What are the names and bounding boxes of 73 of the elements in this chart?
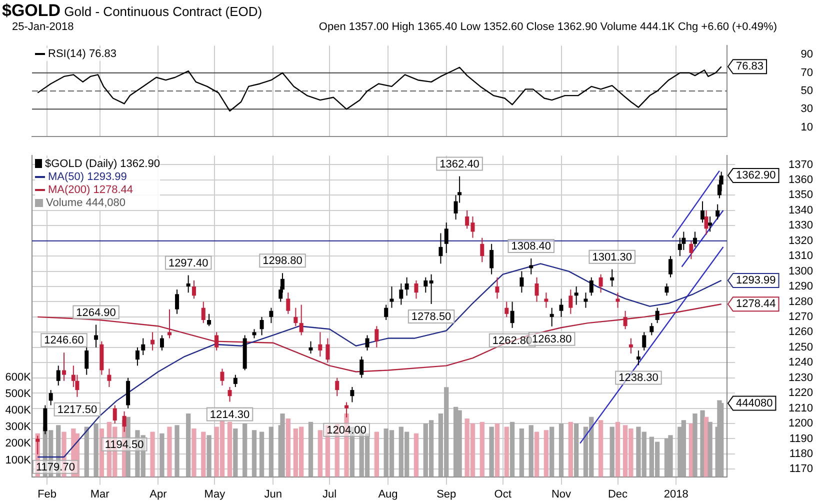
y-tick-label: 1230 xyxy=(788,372,813,384)
x-tick-label: May xyxy=(204,488,226,500)
x-tick-label: Sep xyxy=(436,488,456,500)
y-tick-label: 1320 xyxy=(788,234,813,247)
text: 1263.80 xyxy=(532,333,572,346)
y2-tick-label: 500K xyxy=(5,388,32,400)
legend-label: MA(200) 1278.44 xyxy=(48,184,133,196)
y2-tick-label: 600K xyxy=(5,371,32,384)
legend-label: MA(50) 1293.99 xyxy=(48,170,127,183)
text: 1204.00 xyxy=(326,424,366,436)
text: 1214.30 xyxy=(210,408,250,421)
y-tick-label: 1330 xyxy=(788,220,813,232)
x-tick-label: Dec xyxy=(608,488,628,500)
text: 1179.70 xyxy=(36,461,75,474)
legend-label: Volume 444,080 xyxy=(46,196,126,209)
y-tick-label: 1250 xyxy=(788,341,813,354)
y2-tick-label: 100K xyxy=(5,454,32,466)
legend-label: RSI(14) 76.83 xyxy=(48,48,116,60)
text: 1238.30 xyxy=(618,372,658,384)
text: 1246.60 xyxy=(44,334,84,347)
y-tick-label: 1370 xyxy=(788,158,813,171)
x-tick-label: Jun xyxy=(264,488,282,500)
y-tick-label: 1260 xyxy=(788,326,813,338)
y-tick-label: 1170 xyxy=(789,463,813,476)
text: 1297.40 xyxy=(168,257,208,270)
text: 1362.40 xyxy=(440,158,480,170)
x-tick-label: Mar xyxy=(90,488,110,500)
x-tick-label: 2018 xyxy=(664,488,688,500)
text: 1362.90 xyxy=(736,170,776,182)
y-tick-label: 1340 xyxy=(788,204,813,216)
text: 1278.50 xyxy=(411,311,452,324)
text: 1217.50 xyxy=(57,404,98,416)
y-tick-label: 30 xyxy=(800,103,813,116)
x-tick-label: Feb xyxy=(38,488,57,500)
x-tick-label: Jul xyxy=(322,488,337,500)
data-label: 444080 xyxy=(736,397,773,410)
y-tick-label: 70 xyxy=(800,66,813,79)
data-label: 76.83 xyxy=(736,60,764,73)
y2-tick-label: 200K xyxy=(5,438,32,450)
y-tick-label: 10 xyxy=(800,121,813,134)
y-tick-label: 1190 xyxy=(789,432,813,445)
chart-title: $GOLD Gold - Continuous Contract (EOD) xyxy=(2,1,262,21)
y-tick-label: 1200 xyxy=(788,418,813,430)
y-tick-label: 1220 xyxy=(788,387,813,400)
y-tick-label: 1360 xyxy=(788,174,813,186)
y-tick-label: 1240 xyxy=(788,356,813,369)
y-tick-label: 1210 xyxy=(788,402,813,414)
data-label: 1278.44 xyxy=(736,298,776,310)
x-tick-label: Nov xyxy=(551,488,572,500)
text: 1264.90 xyxy=(76,306,116,319)
y-tick-label: 50 xyxy=(800,85,813,98)
text: 1262.80 xyxy=(492,334,532,347)
text: 1194.50 xyxy=(104,438,144,451)
y2-tick-label: 300K xyxy=(5,421,32,434)
y-tick-label: 1290 xyxy=(788,280,813,293)
text: 1301.30 xyxy=(592,251,632,264)
y-tick-label: 1350 xyxy=(788,189,813,202)
data-label: 1293.99 xyxy=(736,274,776,286)
chart-subtitle: 25-Jan-2018 xyxy=(12,21,74,33)
text: 1298.80 xyxy=(262,255,302,268)
y-tick-label: 1270 xyxy=(788,310,813,323)
y-tick-label: 1180 xyxy=(789,448,813,460)
x-tick-label: Aug xyxy=(378,488,398,500)
text: 1308.40 xyxy=(511,240,552,253)
x-tick-label: Apr xyxy=(150,488,168,500)
legend-label: $GOLD (Daily) 1362.90 xyxy=(45,158,160,170)
x-tick-label: Oct xyxy=(494,488,512,500)
text: Open 1357.00 High 1365.40 Low 1352.60 Close 1362.90 Volume 444.1K Chg +6.60 (+0.49%) xyxy=(318,21,777,33)
y-tick-label: 1300 xyxy=(788,265,813,278)
y-tick-label: 1280 xyxy=(788,296,813,308)
y2-tick-label: 400K xyxy=(5,404,32,417)
y-tick-label: 1310 xyxy=(788,250,813,262)
y-tick-label: 90 xyxy=(800,48,813,61)
